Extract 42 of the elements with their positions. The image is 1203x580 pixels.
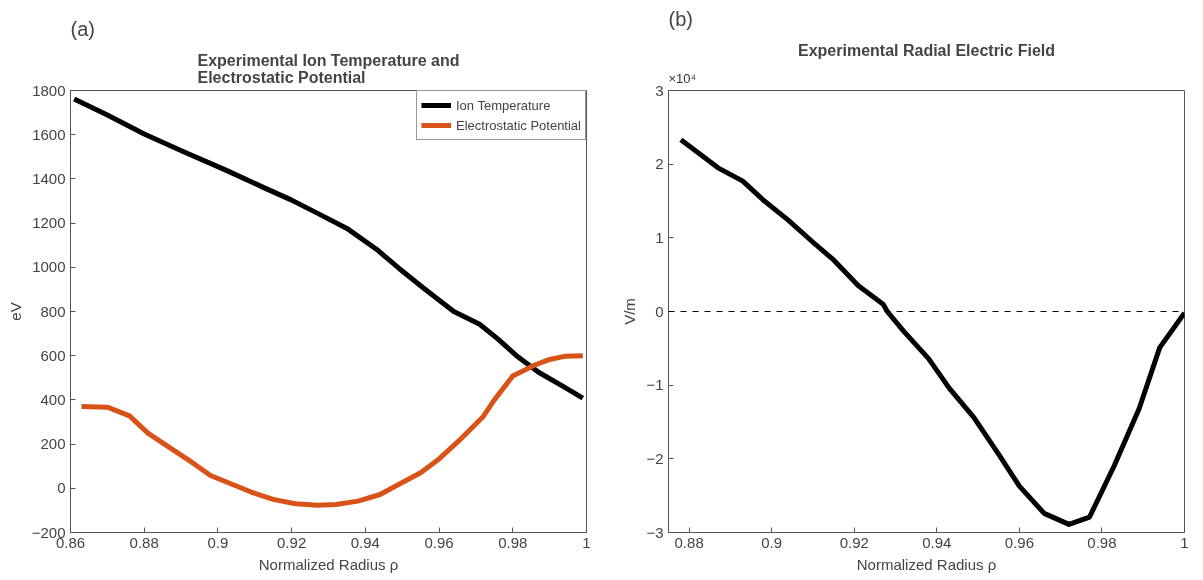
y-tick-label: 1200 [32, 214, 66, 232]
x-tick-label: 0.9 [207, 533, 229, 551]
x-tick-label: 0.98 [1087, 533, 1117, 551]
x-tick-label: 0.98 [498, 533, 528, 551]
y-tick-label: 3 [655, 81, 664, 99]
y-tick-label: 1800 [32, 81, 66, 99]
text: ×10⁴ [668, 70, 697, 86]
text: (b) [668, 7, 693, 30]
x-tick-label: 0.88 [674, 533, 704, 551]
y-tick-label: 1400 [32, 169, 66, 187]
y-tick-label: 600 [40, 346, 66, 364]
y-tick-label: 800 [40, 302, 66, 320]
x-axis-title: Normalized Radius ρ [258, 555, 399, 573]
x-axis-title: Normalized Radius ρ [856, 555, 997, 573]
y-tick-label: 2 [655, 155, 664, 173]
x-tick-label: 0.96 [424, 533, 454, 551]
chart-title: Experimental Radial Electric Field [798, 41, 1055, 59]
y-tick-label: 1000 [32, 258, 66, 276]
y-tick-label: −3 [646, 523, 664, 541]
text: (a) [70, 17, 95, 40]
y-tick-label: −1 [646, 376, 664, 394]
legend-label: Ion Temperature [455, 97, 551, 113]
y-axis-title: V/m [621, 298, 639, 325]
x-tick-label: 0.92 [277, 533, 307, 551]
y-tick-label: 1600 [32, 125, 66, 143]
x-tick-label: 0.94 [350, 533, 380, 551]
x-tick-label: 1 [1180, 533, 1189, 551]
y-tick-label: 1 [655, 228, 664, 246]
y-axis-title: eV [6, 302, 24, 321]
x-tick-label: 0.88 [129, 533, 159, 551]
chart-title: Experimental Ion Temperature and Electrostatic Potential [197, 51, 460, 86]
x-tick-label: 0.9 [761, 533, 783, 551]
y-tick-label: 400 [40, 390, 66, 408]
y-tick-label: 0 [655, 302, 664, 320]
y-tick-label: −2 [646, 449, 664, 467]
x-tick-label: 0.94 [922, 533, 952, 551]
x-tick-label: 0.96 [1004, 533, 1034, 551]
x-tick-label: 0.92 [839, 533, 869, 551]
x-tick-label: 1 [582, 533, 591, 551]
legend-label: Electrostatic Potential [455, 117, 581, 133]
y-tick-label: 200 [40, 435, 66, 453]
y-tick-label: 0 [57, 479, 66, 497]
